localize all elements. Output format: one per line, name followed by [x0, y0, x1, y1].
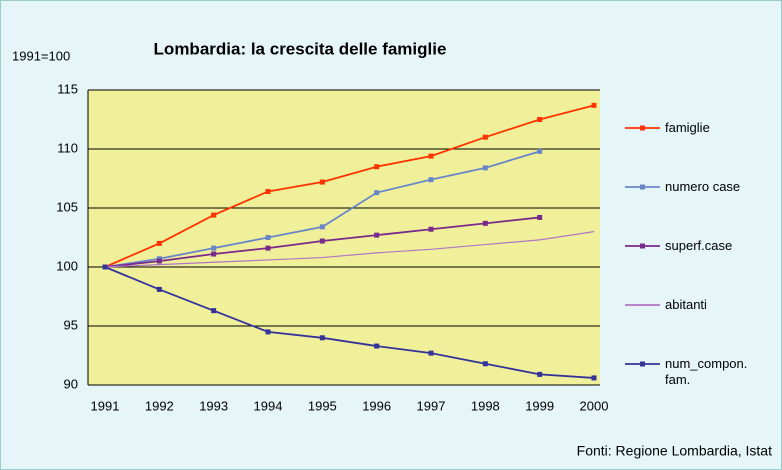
marker	[265, 235, 271, 240]
plot-area	[88, 90, 600, 385]
legend-marker	[640, 125, 645, 131]
series-line	[104, 231, 595, 268]
x-tick-label: 1995	[308, 398, 337, 413]
marker	[591, 102, 597, 108]
marker	[319, 224, 325, 230]
y-tick-label: 105	[56, 199, 78, 214]
marker	[374, 190, 380, 196]
marker	[374, 343, 380, 349]
marker	[537, 371, 543, 377]
legend-label: superf.case	[665, 238, 733, 253]
x-tick-label: 1991	[91, 398, 120, 413]
marker	[319, 335, 325, 341]
marker	[482, 134, 488, 140]
y-axis-label: 1991=100	[12, 48, 70, 63]
y-tick-label: 90	[64, 376, 78, 391]
x-tick-label: 1996	[362, 398, 391, 413]
marker	[482, 220, 488, 226]
marker	[156, 258, 162, 264]
legend-label: abitanti	[665, 297, 707, 312]
series-line	[104, 104, 595, 268]
x-tick-label: 1993	[199, 398, 228, 413]
marker	[102, 264, 108, 270]
marker	[156, 240, 162, 246]
marker	[537, 148, 543, 154]
legend-label: num_compon. fam.	[665, 356, 748, 387]
x-tick-label: 1999	[525, 398, 554, 413]
marker	[211, 308, 217, 314]
marker	[482, 165, 488, 171]
marker	[537, 214, 543, 220]
y-tick-label: 110	[57, 140, 78, 155]
marker	[537, 117, 543, 122]
marker	[374, 164, 380, 170]
legend-label: numero case	[665, 179, 741, 194]
marker	[428, 153, 434, 159]
marker	[428, 226, 434, 232]
marker	[428, 350, 434, 356]
x-tick-label: 1994	[254, 398, 283, 413]
marker	[156, 286, 162, 292]
legend-label: famiglie	[665, 120, 710, 135]
marker	[319, 238, 325, 244]
marker	[211, 251, 217, 257]
y-tick-label: 95	[64, 317, 78, 332]
marker	[265, 329, 271, 335]
marker	[265, 188, 271, 194]
marker	[211, 245, 217, 251]
marker	[319, 179, 325, 185]
series-line	[104, 266, 595, 379]
marker	[591, 375, 597, 381]
y-tick-label: 100	[56, 258, 78, 273]
x-tick-label: 1997	[417, 398, 446, 413]
x-tick-label: 1998	[471, 398, 500, 413]
source: Fonti: Regione Lombardia, Istat	[577, 443, 772, 459]
marker	[265, 245, 271, 251]
x-tick-label: 1992	[145, 398, 174, 413]
marker	[482, 361, 488, 367]
marker	[211, 212, 217, 218]
marker	[428, 177, 434, 183]
legend-marker	[640, 184, 645, 190]
x-tick-label: 2000	[580, 398, 609, 413]
chart-title: Lombardia: la crescita delle famiglie	[154, 39, 447, 58]
y-tick-label: 115	[57, 81, 78, 96]
legend-marker	[640, 243, 645, 249]
legend-marker	[640, 361, 645, 367]
marker	[374, 232, 380, 238]
